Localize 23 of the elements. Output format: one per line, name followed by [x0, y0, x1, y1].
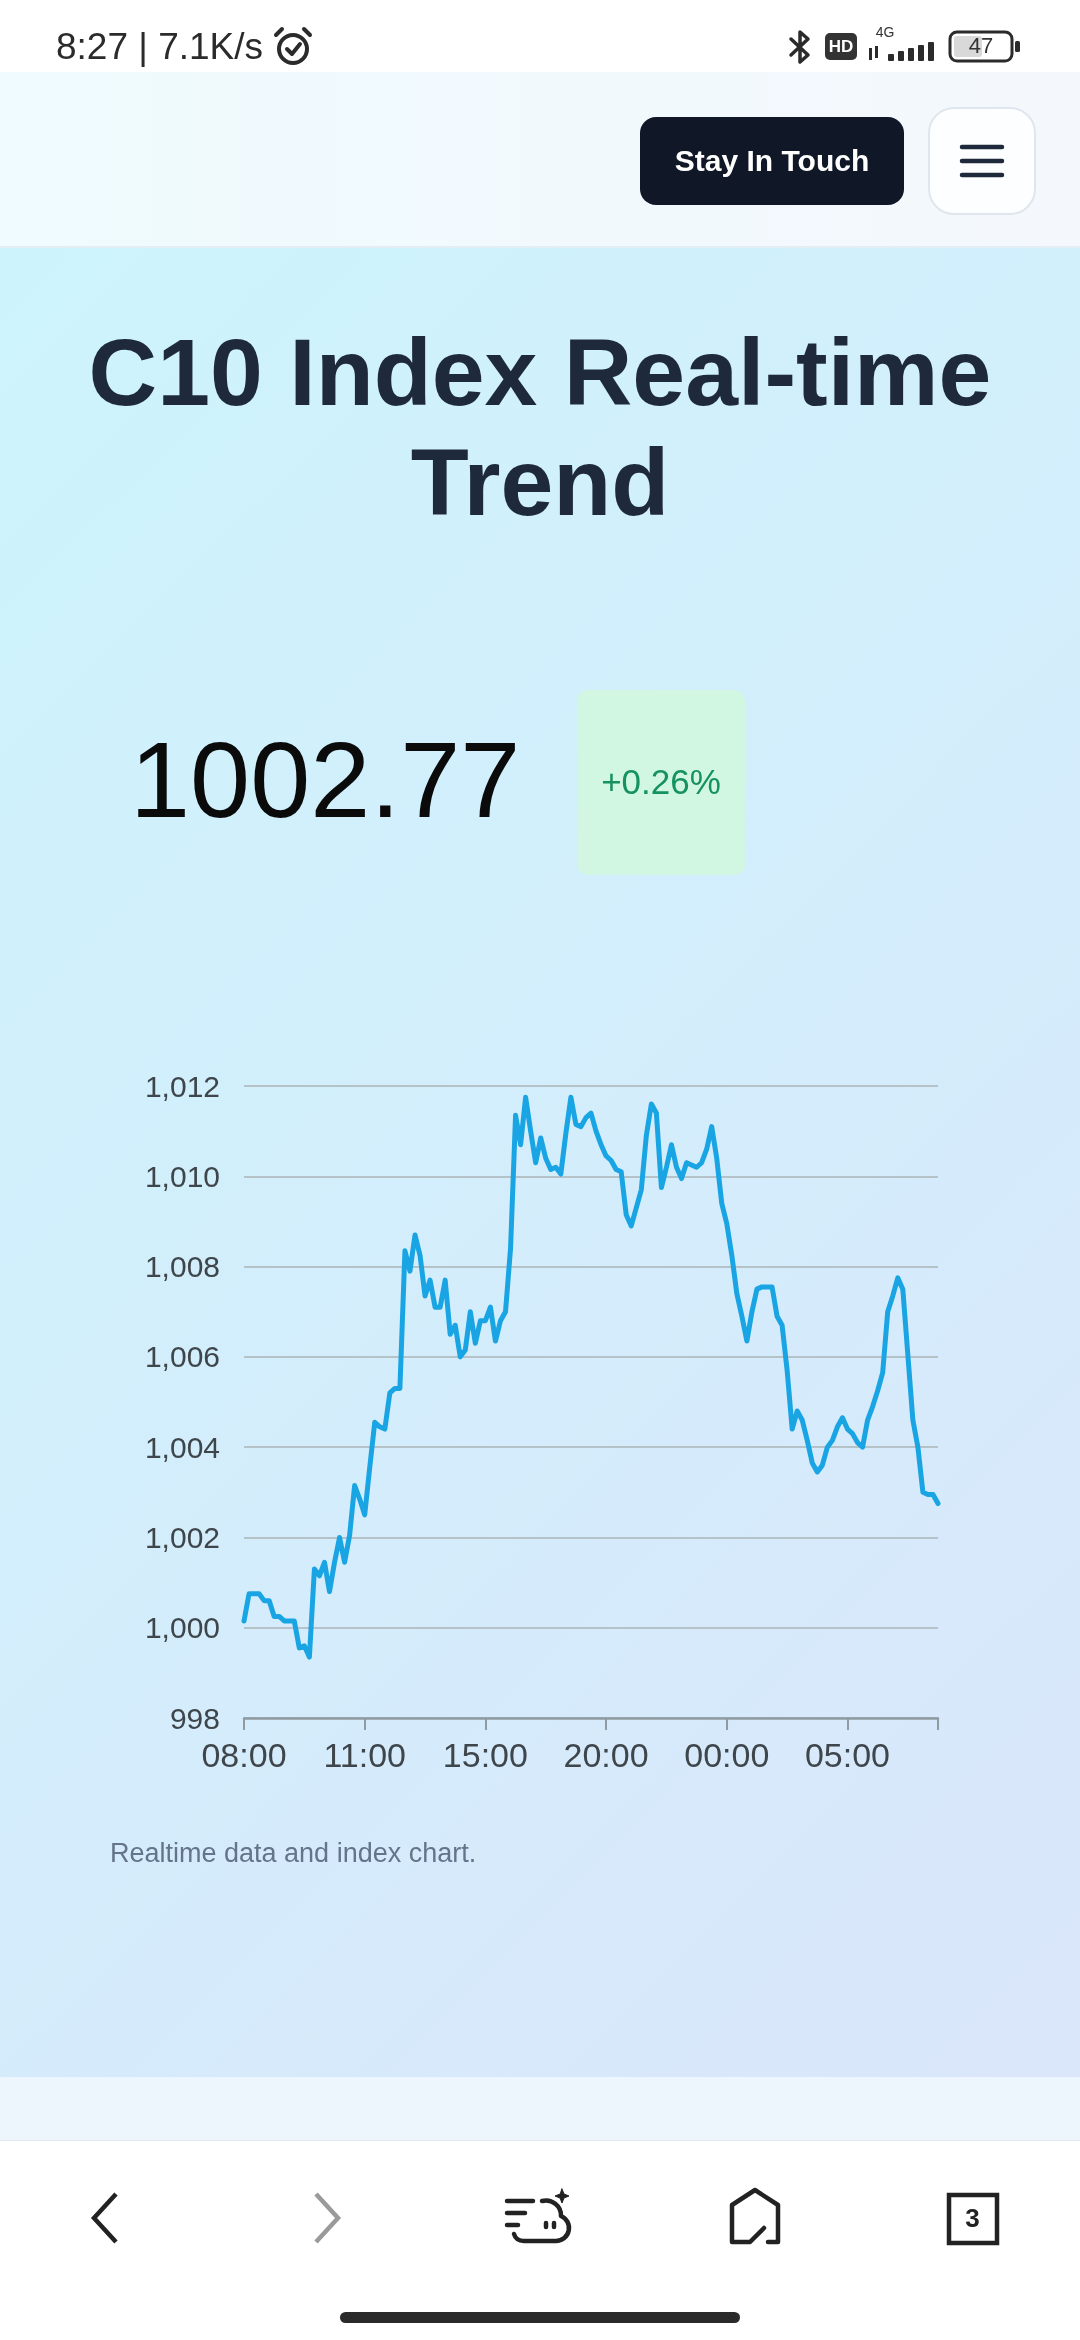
text: 47: [968, 33, 994, 59]
y-tick-label: 1,000: [144, 1611, 220, 1645]
x-tick-label: 08:00: [201, 1736, 287, 1774]
x-tick-label: 11:00: [323, 1736, 406, 1774]
y-tick-label: 1,004: [144, 1430, 220, 1464]
text: Realtime data and index chart.: [110, 1838, 477, 1870]
chart-title: C10 Index Real-time Trend: [88, 319, 992, 535]
y-tick-label: 1,012: [144, 1069, 220, 1103]
text: 8:27 | 7.1K/s: [56, 25, 264, 69]
y-tick-label: 1,008: [144, 1250, 220, 1284]
y-tick-label: 998: [169, 1701, 220, 1735]
x-tick-label: 20:00: [563, 1736, 649, 1774]
text: 4G: [875, 23, 895, 41]
x-tick-label: 15:00: [442, 1736, 528, 1774]
y-tick-label: 1,006: [144, 1340, 220, 1374]
text: 3: [965, 2202, 980, 2234]
text: +0.26%: [601, 762, 721, 803]
y-tick-label: 1,002: [144, 1520, 220, 1554]
text: Stay In Touch: [674, 143, 870, 179]
x-tick-label: 05:00: [804, 1736, 891, 1774]
x-tick-label: 00:00: [684, 1736, 770, 1774]
text: 1002.77: [130, 717, 521, 842]
y-tick-label: 1,010: [144, 1159, 220, 1193]
